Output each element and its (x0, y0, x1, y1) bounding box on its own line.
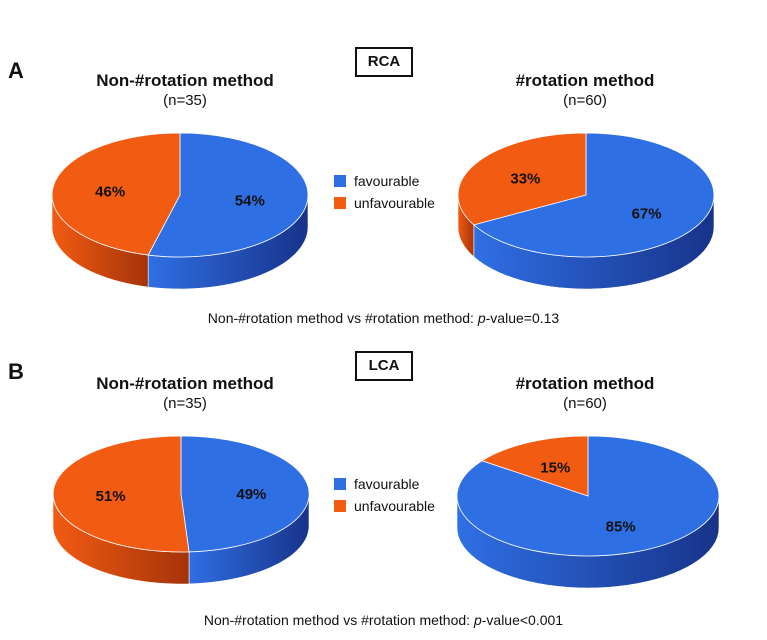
comparison-text-b: Non-#rotation method vs #rotation method… (0, 612, 767, 628)
slice-label-unfavourable: 15% (540, 460, 570, 477)
legend-swatch-unfavourable (334, 197, 346, 209)
group-title-a-left: Non-#rotation method (96, 71, 274, 90)
group-n-b-left: (n=35) (163, 395, 207, 412)
pie-side-unfavourable (51, 194, 149, 288)
pie-side-unfavourable (52, 493, 190, 585)
legend-swatch-favourable (334, 175, 346, 187)
legend-b: favourable unfavourable (334, 473, 435, 517)
comparison-prefix-b: Non-#rotation method vs #rotation method… (203, 612, 474, 628)
vessel-label-rca: RCA (355, 47, 413, 77)
panel-letter-b: B (8, 359, 24, 384)
pie-side-favourable (147, 194, 309, 290)
slice-label-unfavourable: 51% (96, 488, 126, 505)
pie-side-favourable (473, 194, 715, 290)
legend-item-favourable: favourable (334, 170, 435, 192)
slice-label-favourable: 85% (606, 518, 636, 535)
panel-letter-a: A (8, 58, 24, 83)
pie-side-favourable (456, 495, 720, 589)
pie-side (456, 495, 720, 589)
comparison-p-b: p (473, 612, 482, 628)
pie-slice-favourable (147, 132, 309, 258)
slice-label-favourable: 49% (236, 486, 266, 503)
legend-swatch-unfavourable (334, 500, 346, 512)
pie-side (457, 194, 715, 290)
comparison-suffix-b: -value<0.001 (481, 612, 564, 628)
group-n-b-right: (n=60) (563, 395, 607, 412)
group-n-a-left: (n=35) (163, 92, 207, 109)
pie-side-unfavourable (457, 194, 475, 258)
comparison-p-a: p (477, 310, 486, 326)
group-title-b-left: Non-#rotation method (96, 374, 274, 393)
comparison-text-a: Non-#rotation method vs #rotation method… (0, 310, 767, 326)
comparison-suffix-a: -value=0.13 (485, 310, 560, 326)
legend-label-unfavourable: unfavourable (354, 195, 435, 211)
legend-item-favourable: favourable (334, 473, 435, 495)
vessel-label-lca: LCA (355, 351, 413, 381)
pie-slice-favourable (180, 435, 310, 553)
slice-label-favourable: 54% (235, 192, 265, 209)
comparison-prefix-a: Non-#rotation method vs #rotation method… (207, 310, 478, 326)
pie-slice-unfavourable (457, 132, 587, 226)
pie-slice-unfavourable (51, 132, 181, 256)
pie-side-favourable (188, 493, 310, 585)
slice-label-unfavourable: 33% (510, 171, 540, 188)
group-n-a-right: (n=60) (563, 92, 607, 109)
legend-item-unfavourable: unfavourable (334, 192, 435, 214)
legend-item-unfavourable: unfavourable (334, 495, 435, 517)
group-title-b-right: #rotation method (515, 374, 655, 393)
slice-label-unfavourable: 46% (95, 184, 125, 201)
pie-slice-unfavourable (52, 435, 190, 553)
pie-slice-favourable (473, 132, 715, 258)
pie-slice-favourable (456, 435, 720, 557)
legend-label-favourable: favourable (354, 476, 420, 492)
legend-label-favourable: favourable (354, 173, 420, 189)
pie-slice-unfavourable (481, 435, 589, 497)
pie-side (52, 493, 310, 585)
pie-side (51, 194, 309, 290)
group-title-a-right: #rotation method (515, 71, 655, 90)
slice-label-favourable: 67% (632, 205, 662, 222)
legend-swatch-favourable (334, 478, 346, 490)
legend-a: favourable unfavourable (334, 170, 435, 214)
legend-label-unfavourable: unfavourable (354, 498, 435, 514)
